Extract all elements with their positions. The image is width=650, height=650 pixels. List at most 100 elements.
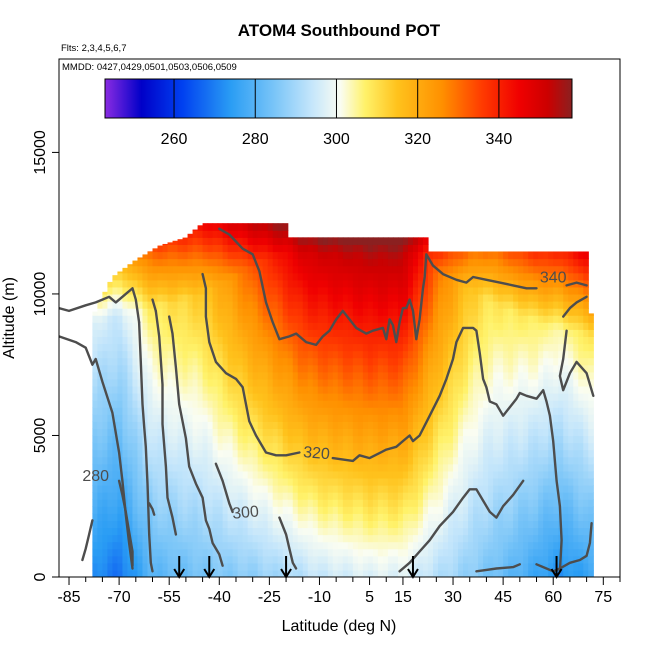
heatmap-cell xyxy=(498,477,504,486)
heatmap-cell xyxy=(237,562,244,571)
heatmap-cell xyxy=(438,279,444,288)
heatmap-cell xyxy=(322,541,329,550)
heatmap-cell xyxy=(578,513,584,521)
heatmap-cell xyxy=(202,350,209,359)
heatmap-cell xyxy=(292,251,299,260)
heatmap-cell xyxy=(357,371,364,380)
heatmap-cell xyxy=(468,435,474,444)
heatmap-cell xyxy=(162,555,169,564)
heatmap-cell xyxy=(513,265,519,274)
heatmap-cell xyxy=(247,485,254,493)
heatmap-cell xyxy=(352,520,359,529)
heatmap-cell xyxy=(212,414,219,422)
heatmap-cell xyxy=(397,244,404,253)
heatmap-cell xyxy=(162,258,169,267)
heatmap-cell xyxy=(302,470,309,479)
heatmap-cell xyxy=(177,527,184,536)
heatmap-cell xyxy=(307,322,314,330)
heatmap-cell xyxy=(117,562,124,571)
heatmap-cell xyxy=(192,421,199,429)
heatmap-cell xyxy=(147,385,154,394)
heatmap-cell xyxy=(377,272,384,281)
heatmap-cell xyxy=(367,407,374,415)
heatmap-cell xyxy=(117,286,124,295)
heatmap-cell xyxy=(222,421,229,429)
x-tick-label: 60 xyxy=(544,589,562,606)
heatmap-cell xyxy=(402,272,409,281)
heatmap-cell xyxy=(533,322,539,330)
heatmap-cell xyxy=(222,357,229,366)
heatmap-cell xyxy=(222,322,229,330)
heatmap-cell xyxy=(127,414,134,422)
heatmap-cell xyxy=(568,258,574,267)
heatmap-cell xyxy=(337,499,344,507)
heatmap-cell xyxy=(217,562,224,571)
heatmap-cell xyxy=(167,428,174,437)
heatmap-cell xyxy=(448,301,454,309)
heatmap-cell xyxy=(232,272,239,281)
heatmap-cell xyxy=(493,442,499,451)
heatmap-cell xyxy=(227,258,234,267)
heatmap-cell xyxy=(172,449,179,458)
heatmap-cell xyxy=(367,343,374,352)
heatmap-cell xyxy=(222,286,229,295)
heatmap-cell xyxy=(287,371,294,380)
heatmap-cell xyxy=(237,485,244,493)
heatmap-cell xyxy=(207,414,214,422)
heatmap-cell xyxy=(493,527,499,536)
heatmap-cell xyxy=(187,308,194,316)
heatmap-cell xyxy=(207,506,214,514)
heatmap-cell xyxy=(142,463,149,472)
heatmap-cell xyxy=(453,251,459,260)
heatmap-cell xyxy=(508,534,514,543)
heatmap-cell xyxy=(112,520,119,529)
heatmap-cell xyxy=(468,293,474,302)
heatmap-cell xyxy=(122,343,129,352)
heatmap-cell xyxy=(468,400,474,408)
heatmap-cell xyxy=(367,293,374,302)
heatmap-cell xyxy=(568,520,574,529)
heatmap-cell xyxy=(162,520,169,529)
heatmap-cell xyxy=(377,350,384,359)
heatmap-cell xyxy=(122,541,129,550)
heatmap-cell xyxy=(382,385,389,394)
heatmap-cell xyxy=(528,301,534,309)
heatmap-cell xyxy=(177,442,184,451)
heatmap-cell xyxy=(117,364,124,373)
heatmap-cell xyxy=(412,414,419,422)
heatmap-cell xyxy=(242,223,249,231)
heatmap-cell xyxy=(247,562,254,571)
heatmap-cell xyxy=(478,485,484,493)
heatmap-cell xyxy=(297,506,304,514)
heatmap-cell xyxy=(252,463,259,472)
heatmap-cell xyxy=(347,343,354,352)
heatmap-cell xyxy=(152,513,159,521)
heatmap-cell xyxy=(427,463,434,472)
heatmap-cell xyxy=(468,456,474,465)
heatmap-cell xyxy=(277,555,284,564)
heatmap-cell xyxy=(187,513,194,521)
heatmap-cell xyxy=(508,357,514,366)
heatmap-cell xyxy=(473,265,479,274)
heatmap-cell xyxy=(538,520,544,529)
heatmap-cell xyxy=(458,414,464,422)
heatmap-cell xyxy=(327,421,334,429)
heatmap-cell xyxy=(533,265,539,274)
heatmap-cell xyxy=(448,407,454,415)
heatmap-cell xyxy=(202,364,209,373)
heatmap-cell xyxy=(302,357,309,366)
heatmap-cell xyxy=(357,569,364,577)
heatmap-cell xyxy=(478,477,484,486)
heatmap-cell xyxy=(533,286,539,295)
heatmap-cell xyxy=(518,477,524,486)
heatmap-cell xyxy=(242,237,249,246)
heatmap-cell xyxy=(407,449,414,458)
heatmap-cell xyxy=(468,499,474,507)
heatmap-cell xyxy=(272,470,279,479)
heatmap-cell xyxy=(538,442,544,451)
heatmap-cell xyxy=(297,364,304,373)
heatmap-cell xyxy=(463,435,469,444)
heatmap-cell xyxy=(102,463,109,472)
heatmap-cell xyxy=(322,400,329,408)
heatmap-cell xyxy=(292,322,299,330)
